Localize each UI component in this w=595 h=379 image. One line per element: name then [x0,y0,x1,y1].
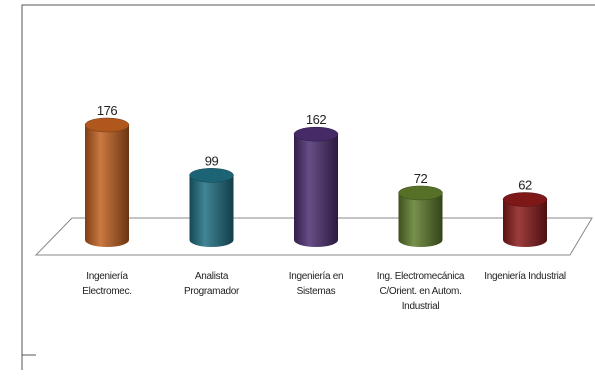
x-tick-label: Ingeniería en Sistemas [289,271,343,297]
x-tick-label: Ingeniería Industrial [484,271,566,282]
data-label: 176 [97,103,117,118]
chart-frame [21,4,595,370]
data-label: 62 [518,177,532,192]
bar [503,199,547,247]
x-tick-label-line: Programador [184,286,240,297]
x-tick-label-line: Analista [195,271,229,282]
x-tick-label-line: Sistemas [297,286,336,297]
bar [398,192,443,248]
x-tick-label: Analista Programador [184,271,240,297]
data-label: 72 [414,171,428,186]
x-tick-label-line: Industrial [402,301,440,312]
bar-top [293,126,339,142]
x-tick-label-line: C/Orient. en Autom. [379,286,461,297]
bar-top [502,192,548,207]
x-tick-label: Ingeniería Electromec. [82,271,132,297]
x-tick-label-line: Ingeniería Industrial [484,271,566,282]
bar-top [84,117,130,133]
x-tick-label-line: Ingeniería [86,271,128,282]
bar [189,175,234,248]
x-tick-label-line: Electromec. [82,286,132,297]
x-tick-label: Ing. Electromecánica C/Orient. en Autom. I… [377,271,465,312]
data-label: 162 [306,112,326,127]
bar-top [398,185,443,201]
bar [85,125,129,247]
bar-top [189,168,234,183]
data-label: 99 [205,153,219,168]
x-tick-label-line: Ing. Electromecánica [377,271,465,282]
bar [294,134,338,247]
x-tick-label-line: Ingeniería en [289,271,343,282]
